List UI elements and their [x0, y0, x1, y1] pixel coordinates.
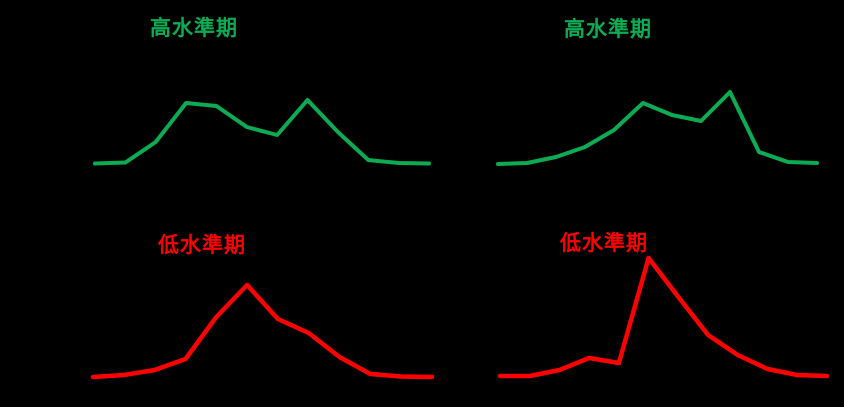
chart-title-low-level-left: 低水準期: [158, 233, 246, 257]
line-series-low-level-left: [90, 282, 435, 380]
line-series-low-level-right: [497, 255, 830, 379]
line-series-high-level-left: [93, 98, 431, 166]
chart-title-high-level-left: 高水準期: [150, 16, 238, 40]
chart-title-high-level-right: 高水準期: [564, 17, 652, 41]
chart-title-low-level-right: 低水準期: [560, 231, 648, 255]
line-series-high-level-right: [496, 90, 819, 166]
